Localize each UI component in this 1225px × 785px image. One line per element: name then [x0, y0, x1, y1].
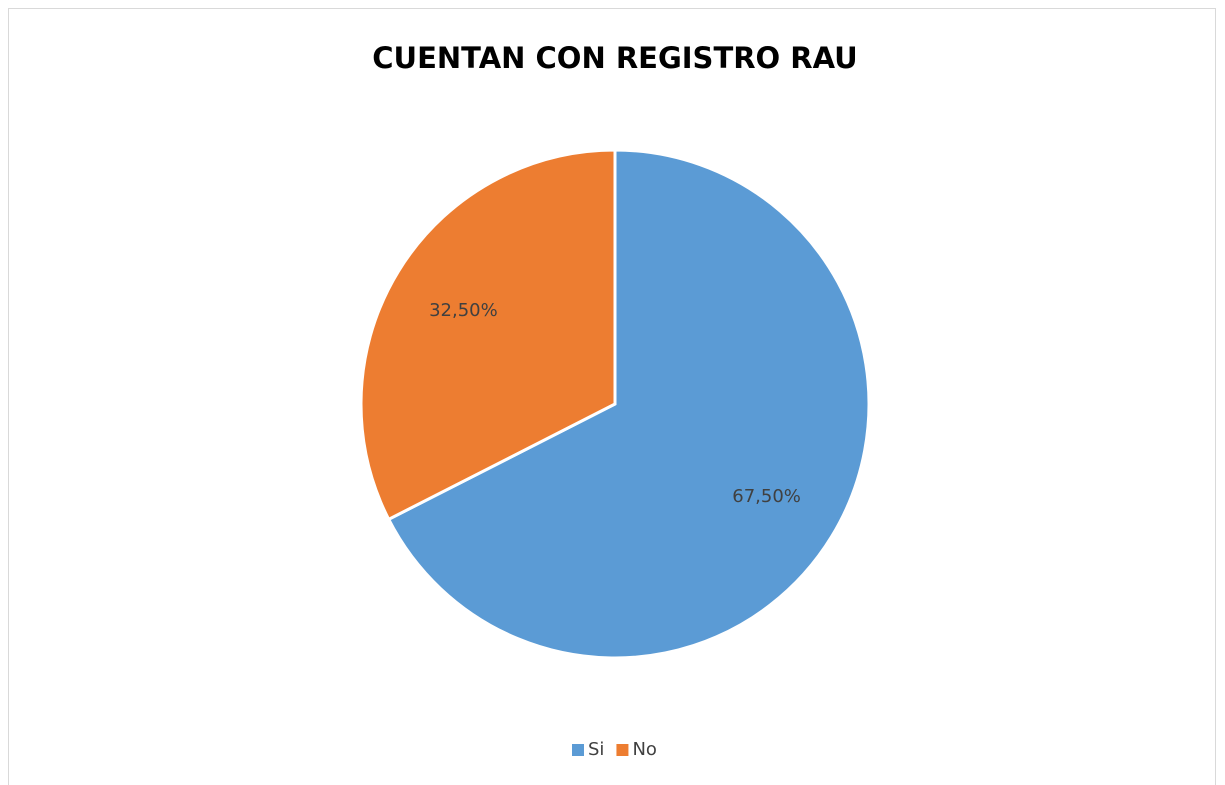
legend-label: Si	[588, 739, 604, 760]
legend-swatch	[572, 744, 584, 756]
data-label: 32,50%	[429, 300, 498, 321]
chart-title: CUENTAN CON REGISTRO RAU	[372, 41, 857, 75]
data-label: 67,50%	[732, 486, 801, 507]
chart-border	[8, 8, 1216, 785]
legend-label: No	[632, 739, 656, 760]
pie-slice	[359, 148, 617, 522]
legend-swatch	[616, 744, 629, 756]
pie-slice	[386, 148, 871, 660]
